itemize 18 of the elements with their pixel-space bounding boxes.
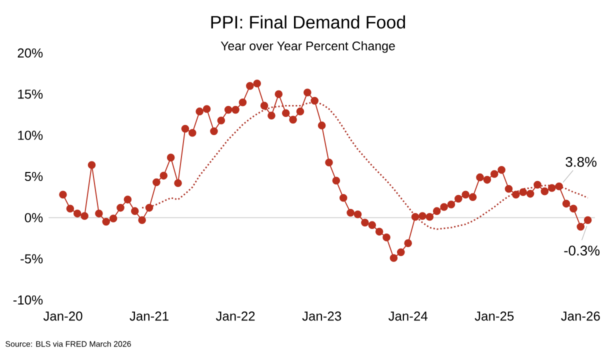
annotation: 3.8% xyxy=(566,156,596,167)
y-tick-label: 5% xyxy=(24,172,43,182)
y-tick-label: 15% xyxy=(18,90,43,99)
x-tick-label: Jan-24 xyxy=(388,312,428,321)
chart-title: PPI: Final Demand Food xyxy=(211,15,405,29)
x-tick-label: Jan-22 xyxy=(216,312,255,321)
x-tick-label: Jan-25 xyxy=(474,312,514,321)
annotation: -0.3% xyxy=(564,246,600,256)
x-tick-label: Jan-21 xyxy=(130,312,168,321)
x-tick-label: Jan-23 xyxy=(302,312,342,321)
y-tick-label: -5% xyxy=(20,254,43,264)
y-tick-label: 10% xyxy=(18,130,43,140)
y-tick-label: 20% xyxy=(18,48,43,58)
y-tick-label: -10% xyxy=(13,295,43,305)
x-tick-label: Jan-20 xyxy=(43,312,82,321)
y-tick-label: 0% xyxy=(24,213,43,222)
chart-subtitle: Year over Year Percent Change xyxy=(220,41,395,53)
x-tick-label: Jan-26 xyxy=(561,312,600,321)
